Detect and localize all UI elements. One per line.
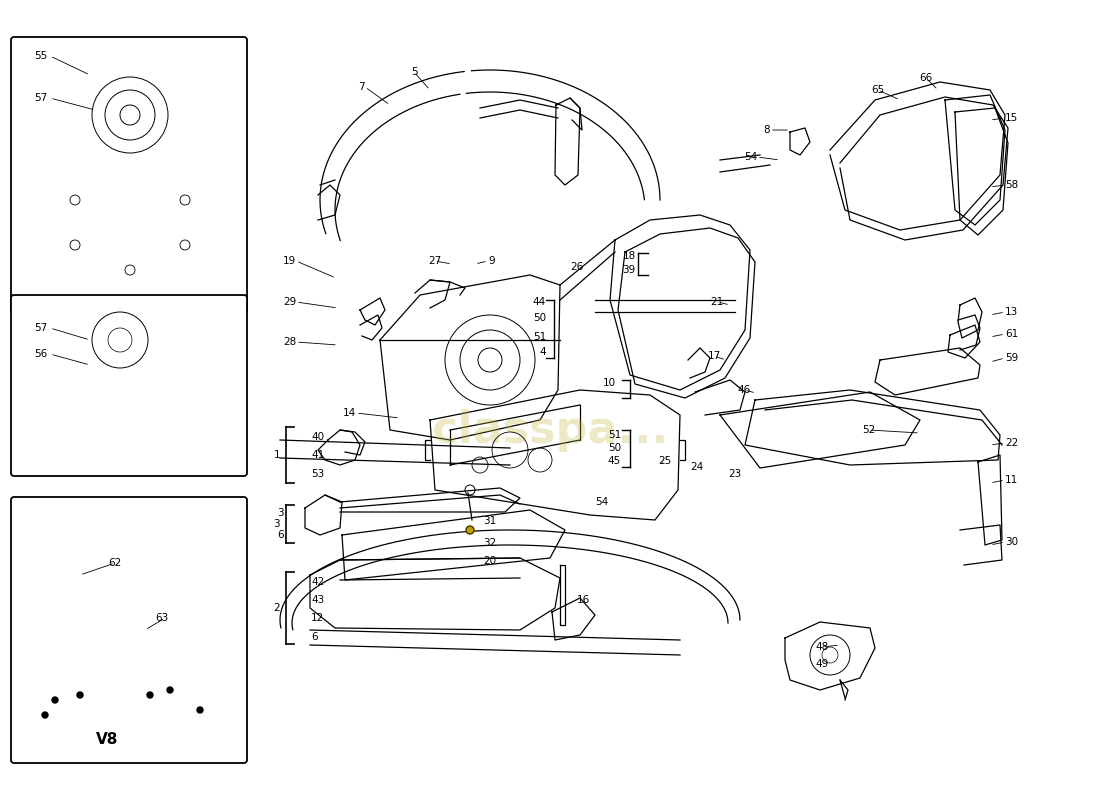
Text: 23: 23 (728, 469, 741, 479)
Text: 59: 59 (1005, 353, 1019, 363)
Text: 62: 62 (108, 558, 121, 568)
Text: classpa...: classpa... (431, 409, 669, 451)
Text: 20: 20 (483, 556, 496, 566)
Text: 54: 54 (595, 497, 608, 507)
Text: 57: 57 (34, 93, 47, 103)
Text: 21: 21 (711, 297, 724, 307)
Text: 2: 2 (274, 603, 280, 613)
Text: 52: 52 (862, 425, 876, 435)
Text: 9: 9 (488, 256, 495, 266)
Text: 27: 27 (428, 256, 441, 266)
Text: 12: 12 (311, 613, 324, 623)
Text: 25: 25 (659, 456, 672, 466)
Text: 17: 17 (707, 351, 721, 361)
Text: 53: 53 (311, 469, 324, 479)
Text: 61: 61 (1005, 329, 1019, 339)
Text: 24: 24 (691, 462, 704, 472)
Text: 63: 63 (155, 613, 168, 623)
FancyBboxPatch shape (11, 497, 248, 763)
Text: 8: 8 (763, 125, 770, 135)
Text: 13: 13 (1005, 307, 1019, 317)
Text: 50: 50 (532, 313, 546, 323)
Text: 10: 10 (603, 378, 616, 388)
Text: 45: 45 (607, 456, 621, 466)
Text: 51: 51 (532, 332, 546, 342)
Text: 18: 18 (623, 251, 636, 261)
Text: 50: 50 (608, 443, 622, 453)
FancyBboxPatch shape (11, 37, 248, 313)
Text: 31: 31 (483, 516, 496, 526)
Text: 3: 3 (274, 519, 280, 529)
Text: 15: 15 (1005, 113, 1019, 123)
Text: 26: 26 (571, 262, 584, 272)
Text: 7: 7 (359, 82, 365, 92)
Text: 49: 49 (815, 659, 828, 669)
Text: 32: 32 (483, 538, 496, 548)
Text: 54: 54 (744, 152, 757, 162)
Text: 5: 5 (411, 67, 418, 77)
Text: 16: 16 (576, 595, 590, 605)
Text: V8: V8 (96, 733, 118, 747)
Text: 42: 42 (311, 577, 324, 587)
Text: 65: 65 (871, 85, 884, 95)
Text: 39: 39 (623, 265, 636, 275)
Text: 51: 51 (607, 430, 621, 440)
Text: 41: 41 (311, 450, 324, 460)
Text: 22: 22 (1005, 438, 1019, 448)
Text: 6: 6 (277, 530, 284, 540)
Text: 6: 6 (311, 632, 318, 642)
Circle shape (197, 707, 204, 713)
Text: 3: 3 (277, 508, 284, 518)
Text: 19: 19 (283, 256, 296, 266)
Text: 40: 40 (311, 432, 324, 442)
Text: 4: 4 (539, 347, 546, 357)
Text: 56: 56 (34, 349, 47, 359)
Circle shape (42, 712, 48, 718)
Text: 30: 30 (1005, 537, 1019, 547)
Text: 55: 55 (34, 51, 47, 61)
Circle shape (466, 526, 474, 534)
Text: 66: 66 (920, 73, 933, 83)
Text: 28: 28 (283, 337, 296, 347)
Text: 11: 11 (1005, 475, 1019, 485)
Text: 14: 14 (343, 408, 356, 418)
Circle shape (77, 692, 82, 698)
Text: 44: 44 (532, 297, 546, 307)
FancyBboxPatch shape (11, 295, 248, 476)
Text: 48: 48 (815, 642, 828, 652)
Circle shape (52, 697, 58, 703)
Text: 1: 1 (274, 450, 280, 460)
Text: 46: 46 (737, 385, 750, 395)
Text: 57: 57 (34, 323, 47, 333)
Text: 29: 29 (283, 297, 296, 307)
Text: 58: 58 (1005, 180, 1019, 190)
Circle shape (167, 687, 173, 693)
Text: 43: 43 (311, 595, 324, 605)
Circle shape (147, 692, 153, 698)
